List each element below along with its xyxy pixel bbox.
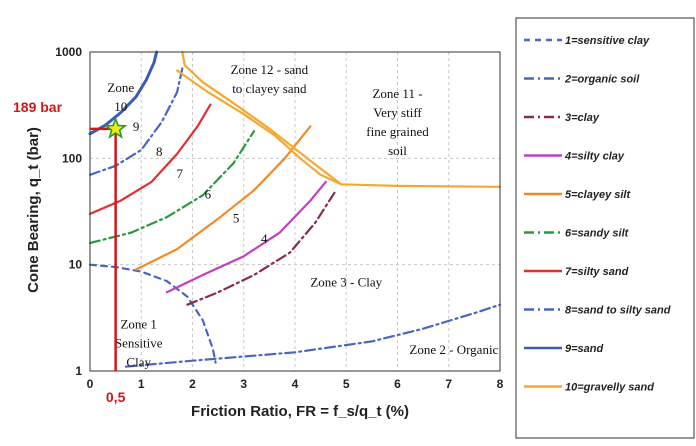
legend-label: 5=clayey silt	[565, 189, 631, 201]
series-line	[176, 69, 343, 186]
x-tick-label: 8	[497, 377, 504, 391]
annotation-y-label: 189 bar	[13, 99, 63, 115]
legend-label: 1=sensitive clay	[565, 35, 650, 47]
x-tick-label: 3	[240, 377, 247, 391]
legend-label: 10=gravelly sand	[565, 382, 654, 394]
x-tick-label: 2	[189, 377, 196, 391]
line-number-label: 5	[233, 210, 240, 225]
x-tick-label: 6	[394, 377, 401, 391]
line-number-label: 6	[205, 186, 212, 201]
zone-label: Zone 2 - Organic	[409, 342, 498, 357]
legend-label: 2=organic soil	[564, 74, 640, 86]
zone-label: Zone 12 - sand to clayey sand	[231, 62, 309, 96]
line-number-label: 9	[133, 119, 140, 134]
legend-label: 9=sand	[565, 343, 603, 355]
line-number-label: 4	[261, 231, 268, 246]
x-tick-label: 5	[343, 377, 350, 391]
x-axis-title: Friction Ratio, FR = f_s/q_t (%)	[191, 403, 409, 420]
series-line	[165, 180, 327, 294]
y-tick-label: 10	[69, 258, 83, 272]
legend-label: 3=clay	[565, 112, 600, 124]
x-tick-label: 4	[292, 377, 299, 391]
y-axis-title: Cone Bearing, q_t (bar)	[25, 127, 42, 293]
line-number-label: 8	[156, 144, 163, 159]
legend-label: 4=silty clay	[564, 151, 625, 163]
legend-label: 7=silty sand	[565, 266, 629, 278]
legend-label: 8=sand to silty sand	[565, 305, 671, 317]
zone-label: Zone 11 -Very stiff fine grained soil	[366, 86, 429, 158]
y-tick-label: 1000	[55, 45, 82, 59]
series-line	[181, 50, 502, 188]
y-tick-label: 100	[62, 151, 82, 165]
annotation-x-label: 0,5	[106, 389, 126, 405]
series-line	[186, 189, 338, 306]
series-line	[88, 130, 256, 245]
x-tick-label: 7	[445, 377, 452, 391]
series-line	[88, 67, 184, 176]
x-tick-label: 1	[138, 377, 145, 391]
legend: 1=sensitive clay 2=organic soil 3=clay 4=si…	[524, 35, 671, 394]
series-line	[88, 263, 217, 364]
legend-label: 6=sandy silt	[565, 228, 630, 240]
star-marker-icon	[103, 116, 128, 139]
zone-label: Zone 1 Sensitive Clay	[115, 317, 163, 370]
line-number-label: 7	[176, 166, 183, 181]
series-line	[124, 303, 502, 368]
annotation: 189 bar 0,5	[13, 99, 128, 405]
zone-labels: Zone 10 Zone 12 - sand to clayey sand Zone 1…	[107, 62, 498, 370]
legend-box	[515, 17, 695, 439]
line-numbers: 9 87 6 5 4	[133, 119, 268, 246]
series-line	[135, 125, 312, 271]
x-tick-label: 0	[87, 377, 94, 391]
zone-label: Zone 3 - Clay	[310, 275, 382, 290]
y-tick-label: 1	[75, 364, 82, 378]
plot-frame	[89, 51, 501, 372]
zone-label: Zone 10	[107, 80, 134, 114]
